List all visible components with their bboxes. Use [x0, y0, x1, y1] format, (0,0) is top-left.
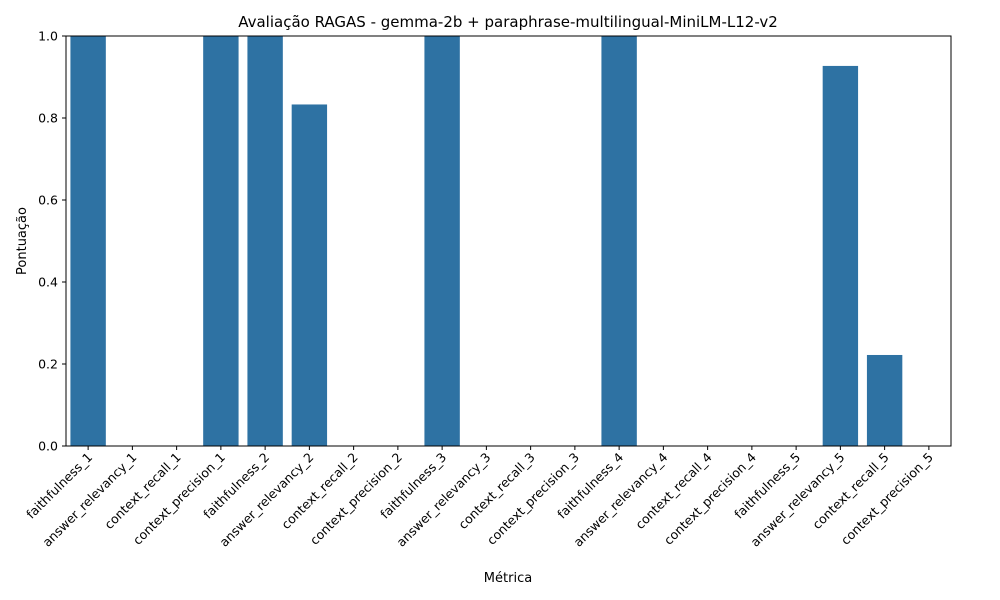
y-axis: 0.0 0.2 0.4 0.6 0.8 1.0: [38, 29, 66, 454]
x-axis-label: Métrica: [484, 571, 532, 586]
bar-faithfulness_2: [247, 36, 283, 446]
bars-group: [70, 36, 903, 447]
y-tick-label: 0.4: [38, 275, 58, 290]
x-tick-label: context_recall_4: [632, 449, 714, 531]
x-tick-label: context_recall_1: [101, 450, 183, 532]
y-tick-label: 0.2: [38, 357, 58, 372]
bar-context_recall_5: [866, 354, 903, 446]
x-tick-label: context_recall_2: [278, 450, 360, 532]
x-tick-label: context_recall_5: [809, 450, 891, 532]
y-tick-label: 0.6: [38, 193, 58, 208]
plot-frame: [65, 35, 952, 447]
bar-faithfulness_1: [70, 36, 106, 446]
bar-faithfulness_4: [601, 36, 637, 446]
y-tick-label: 1.0: [38, 29, 58, 44]
chart-title: Avaliação RAGAS - gemma-2b + paraphrase-…: [238, 13, 778, 31]
bar-faithfulness_3: [424, 36, 460, 446]
x-axis: faithfulness_1answer_relevancy_1context_…: [23, 446, 936, 550]
bar-context_precision_1: [203, 36, 239, 446]
y-axis-label: Pontuação: [15, 207, 30, 275]
y-tick-label: 0.0: [38, 439, 58, 454]
bar-answer_relevancy_5: [822, 65, 859, 447]
bar-answer_relevancy_2: [291, 104, 328, 446]
x-tick-label: context_recall_3: [455, 450, 537, 532]
y-tick-label: 0.8: [38, 111, 58, 126]
